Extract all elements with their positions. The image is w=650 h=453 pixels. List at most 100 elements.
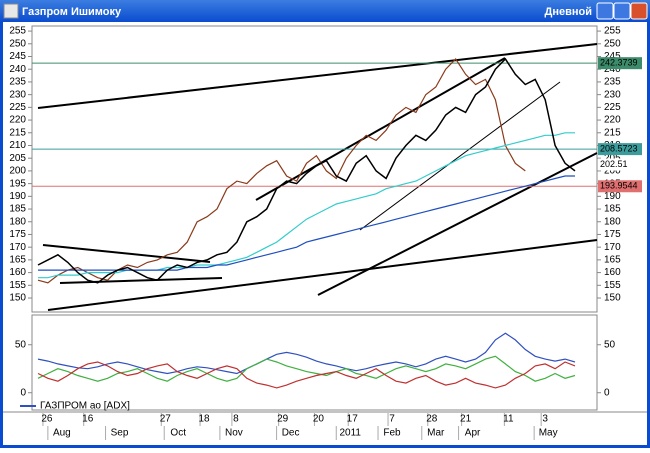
y-tick-label: 210 [9, 140, 26, 151]
price-level-label: 208.5723 [600, 143, 638, 153]
x-tick-label: 11 [503, 414, 514, 425]
price-level-label: 242.3739 [600, 58, 638, 68]
month-label: Dec [282, 428, 300, 439]
x-tick-label: 27 [160, 414, 172, 425]
y-tick-label: 150 [604, 293, 621, 304]
y-tick-label: 190 [9, 191, 26, 202]
x-tick-label: 8 [233, 414, 239, 425]
trend-line [47, 239, 598, 311]
adx-panel [31, 314, 598, 411]
y-tick-label: 230 [604, 89, 621, 100]
timeframe: Дневной [545, 6, 593, 18]
y-tick-label: 230 [9, 89, 26, 100]
y-tick-label: 195 [9, 178, 26, 189]
month-label: Aug [53, 428, 71, 439]
y-tick-label: 240 [9, 64, 26, 75]
y-tick-label: 180 [604, 216, 621, 227]
y-tick-label: 170 [604, 242, 621, 253]
y-tick-label: 240 [604, 64, 621, 75]
y-tick-label: 250 [604, 38, 621, 49]
price-level-tag [598, 180, 642, 193]
month-label: Feb [383, 428, 401, 439]
trend-lines [37, 43, 598, 311]
y-tick-label: 160 [9, 267, 26, 278]
y-tick-label: 190 [604, 191, 621, 202]
y-tick-label: 215 [604, 127, 621, 138]
x-tick-label: 26 [41, 414, 53, 425]
x-tick-label: 7 [389, 414, 395, 425]
y-tick-label: 235 [9, 77, 26, 88]
legend-label: ГАЗПРОМ ао [ADX] [40, 401, 130, 412]
y-tick-label: 170 [9, 242, 26, 253]
app-icon [3, 3, 19, 19]
month-label: Oct [170, 428, 186, 439]
price-level-label: 193.9544 [600, 181, 638, 191]
maximize-button[interactable] [613, 2, 631, 20]
trend-line [255, 57, 506, 201]
y-tick-label: 215 [9, 127, 26, 138]
y-tick-label: 225 [604, 102, 621, 113]
y-tick-label: 200 [604, 166, 621, 177]
y-tick-label: 205 [604, 153, 621, 164]
month-label: Sep [111, 428, 129, 439]
x-tick-label: 20 [313, 414, 325, 425]
trend-line [59, 277, 223, 284]
y-tick-label: 245 [604, 51, 621, 62]
x-tick-label: 16 [82, 414, 94, 425]
y-tick-label: 250 [9, 38, 26, 49]
x-tick-label: 18 [199, 414, 211, 425]
x-tick-label: 29 [277, 414, 289, 425]
price-panel [31, 25, 598, 313]
y-tick-label: 180 [9, 216, 26, 227]
title-bar [0, 0, 650, 22]
y-tick-label: 225 [9, 102, 26, 113]
y-tick-label: 175 [9, 229, 26, 240]
y-tick-label: 0 [604, 387, 610, 398]
month-label: Apr [465, 428, 481, 439]
y-tick-label: 155 [9, 280, 26, 291]
trend-line [42, 244, 211, 263]
close-button[interactable] [630, 2, 648, 20]
y-tick-label: 235 [604, 77, 621, 88]
x-tick-label: 3 [542, 414, 548, 425]
x-tick-label: 21 [460, 414, 472, 425]
y-tick-label: 245 [9, 51, 26, 62]
chart-area [3, 22, 647, 445]
x-tick-label: 17 [347, 414, 359, 425]
month-label: 2011 [339, 428, 361, 439]
y-tick-label: 0 [20, 387, 26, 398]
trend-line [37, 43, 598, 109]
y-tick-label: 175 [604, 229, 621, 240]
price-level-tag [598, 143, 642, 156]
series-line [37, 361, 576, 389]
y-tick-label: 185 [9, 204, 26, 215]
trend-line [359, 81, 561, 231]
y-tick-label: 160 [604, 267, 621, 278]
y-tick-label: 255 [9, 26, 26, 37]
window-title: Газпром Ишимоку [22, 6, 122, 18]
price-level-tag [598, 158, 642, 171]
y-tick-label: 150 [9, 293, 26, 304]
y-tick-label: 155 [604, 280, 621, 291]
y-tick-label: 165 [604, 255, 621, 266]
y-tick-label: 185 [604, 204, 621, 215]
month-label: Mar [427, 428, 445, 439]
month-label: May [539, 428, 558, 439]
price-level-tag [598, 57, 642, 70]
minimize-button[interactable] [596, 2, 614, 20]
series-line [37, 355, 576, 382]
y-tick-label: 220 [9, 115, 26, 126]
trend-line [317, 152, 598, 296]
month-label: Nov [225, 428, 243, 439]
y-tick-label: 220 [604, 115, 621, 126]
y-tick-label: 200 [9, 166, 26, 177]
price-level-label: 202.51 [600, 159, 628, 169]
y-tick-label: 50 [15, 339, 27, 350]
y-tick-label: 205 [9, 153, 26, 164]
plot: 1501501551551601601651651701701751751801… [9, 26, 642, 440]
y-tick-label: 50 [604, 339, 616, 350]
series-line [38, 175, 575, 271]
series-line [37, 57, 576, 284]
series-line [37, 332, 576, 375]
